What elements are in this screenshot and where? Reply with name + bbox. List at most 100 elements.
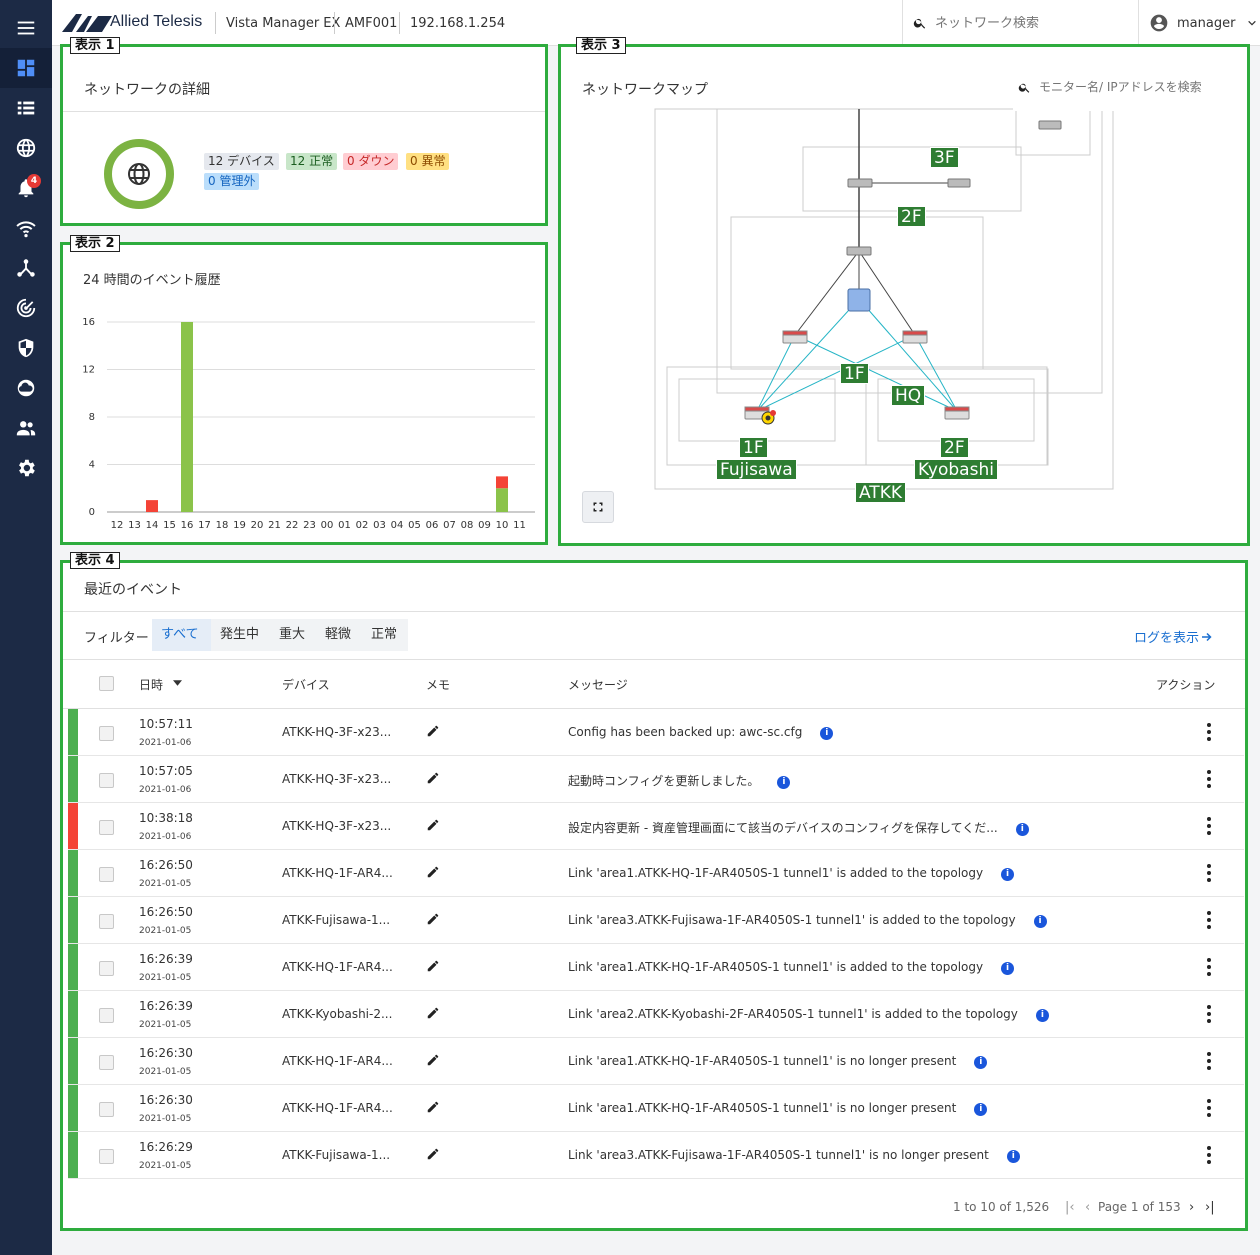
prev-page-icon[interactable]: ‹ bbox=[1085, 1200, 1091, 1215]
map-search-input[interactable] bbox=[1039, 80, 1211, 94]
tab-minor[interactable]: 軽微 bbox=[316, 619, 362, 651]
table-row[interactable]: 16:26:29 2021-01-05 ATKK-Fujisawa-1... Link… bbox=[68, 1132, 1244, 1179]
map-tag-kyobashi[interactable]: Kyobashi bbox=[914, 459, 998, 480]
bar[interactable] bbox=[146, 500, 158, 512]
event-device[interactable]: ATKK-Kyobashi-2... bbox=[282, 1007, 393, 1021]
event-device[interactable]: ATKK-Fujisawa-1... bbox=[282, 913, 391, 927]
row-checkbox[interactable] bbox=[99, 773, 114, 788]
fullscreen-button[interactable] bbox=[582, 491, 614, 523]
row-checkbox[interactable] bbox=[99, 867, 114, 882]
map-tag-2f[interactable]: 2F bbox=[897, 206, 926, 227]
last-page-icon[interactable]: ›| bbox=[1205, 1200, 1215, 1215]
info-icon[interactable]: i bbox=[974, 1056, 988, 1069]
user-menu[interactable]: manager bbox=[1138, 0, 1260, 46]
row-actions-icon[interactable] bbox=[1206, 1052, 1212, 1072]
info-icon[interactable]: i bbox=[1001, 868, 1015, 881]
dashboard-icon[interactable] bbox=[0, 48, 52, 88]
info-icon[interactable]: i bbox=[1033, 915, 1047, 928]
map-tag-hq[interactable]: HQ bbox=[891, 385, 926, 406]
row-actions-icon[interactable] bbox=[1206, 911, 1212, 931]
cloud-icon[interactable] bbox=[0, 368, 52, 408]
table-row[interactable]: 16:26:30 2021-01-05 ATKK-HQ-1F-AR4... Link … bbox=[68, 1085, 1244, 1132]
table-row[interactable]: 16:26:30 2021-01-05 ATKK-HQ-1F-AR4... Link … bbox=[68, 1038, 1244, 1085]
list-icon[interactable] bbox=[0, 88, 52, 128]
event-device[interactable]: ATKK-HQ-1F-AR4... bbox=[282, 1101, 393, 1115]
topology-icon[interactable] bbox=[0, 248, 52, 288]
edit-memo-icon[interactable] bbox=[426, 771, 440, 785]
edit-memo-icon[interactable] bbox=[426, 1006, 440, 1020]
down-chip[interactable]: 0 ダウン bbox=[343, 153, 399, 170]
edit-memo-icon[interactable] bbox=[426, 959, 440, 973]
row-checkbox[interactable] bbox=[99, 914, 114, 929]
network-search-input[interactable] bbox=[935, 15, 1125, 31]
event-device[interactable]: ATKK-HQ-3F-x23... bbox=[282, 819, 392, 833]
edit-memo-icon[interactable] bbox=[426, 912, 440, 926]
next-page-icon[interactable]: › bbox=[1189, 1200, 1195, 1215]
select-all-checkbox[interactable] bbox=[99, 676, 114, 691]
col-message[interactable]: メッセージ bbox=[568, 678, 628, 692]
row-checkbox[interactable] bbox=[99, 1008, 114, 1023]
map-tag-fujisawa-floor[interactable]: 1F bbox=[739, 437, 768, 458]
edit-memo-icon[interactable] bbox=[426, 1053, 440, 1067]
row-checkbox[interactable] bbox=[99, 820, 114, 835]
menu-icon[interactable] bbox=[0, 8, 52, 48]
edit-memo-icon[interactable] bbox=[426, 865, 440, 879]
info-icon[interactable]: i bbox=[1006, 1150, 1020, 1163]
first-page-icon[interactable]: |‹ bbox=[1065, 1200, 1075, 1215]
info-icon[interactable]: i bbox=[1035, 1009, 1049, 1022]
tab-active[interactable]: 発生中 bbox=[211, 619, 270, 651]
gear-icon[interactable] bbox=[0, 448, 52, 488]
edit-memo-icon[interactable] bbox=[426, 1147, 440, 1161]
info-icon[interactable]: i bbox=[1015, 823, 1029, 836]
wifi-icon[interactable] bbox=[0, 208, 52, 248]
tab-critical[interactable]: 重大 bbox=[270, 619, 316, 651]
event-device[interactable]: ATKK-HQ-1F-AR4... bbox=[282, 866, 393, 880]
table-row[interactable]: 10:57:11 2021-01-06 ATKK-HQ-3F-x23... Confi… bbox=[68, 709, 1244, 756]
radar-icon[interactable] bbox=[0, 288, 52, 328]
map-tag-kyobashi-floor[interactable]: 2F bbox=[940, 437, 969, 458]
row-actions-icon[interactable] bbox=[1206, 770, 1212, 790]
row-actions-icon[interactable] bbox=[1206, 817, 1212, 837]
row-actions-icon[interactable] bbox=[1206, 958, 1212, 978]
tab-normal[interactable]: 正常 bbox=[362, 619, 408, 651]
row-actions-icon[interactable] bbox=[1206, 1099, 1212, 1119]
bell-icon[interactable]: 4 bbox=[0, 168, 52, 208]
map-tag-fujisawa[interactable]: Fujisawa bbox=[716, 459, 797, 480]
row-actions-icon[interactable] bbox=[1206, 723, 1212, 743]
map-tag-3f[interactable]: 3F bbox=[930, 147, 959, 168]
table-row[interactable]: 16:26:39 2021-01-05 ATKK-HQ-1F-AR4... Link … bbox=[68, 944, 1244, 991]
edit-memo-icon[interactable] bbox=[426, 1100, 440, 1114]
info-icon[interactable]: i bbox=[820, 727, 834, 740]
event-device[interactable]: ATKK-HQ-3F-x23... bbox=[282, 725, 392, 739]
row-checkbox[interactable] bbox=[99, 1102, 114, 1117]
map-tag-1f[interactable]: 1F bbox=[840, 363, 869, 384]
table-row[interactable]: 10:38:18 2021-01-06 ATKK-HQ-3F-x23... 設定内容更… bbox=[68, 803, 1244, 850]
row-actions-icon[interactable] bbox=[1206, 1005, 1212, 1025]
event-device[interactable]: ATKK-HQ-1F-AR4... bbox=[282, 1054, 393, 1068]
table-row[interactable]: 16:26:50 2021-01-05 ATKK-Fujisawa-1... Link… bbox=[68, 897, 1244, 944]
users-icon[interactable] bbox=[0, 408, 52, 448]
edit-memo-icon[interactable] bbox=[426, 818, 440, 832]
normal-chip[interactable]: 12 正常 bbox=[286, 153, 338, 170]
info-icon[interactable]: i bbox=[1001, 962, 1015, 975]
event-device[interactable]: ATKK-HQ-3F-x23... bbox=[282, 772, 392, 786]
globe-icon[interactable] bbox=[0, 128, 52, 168]
shield-icon[interactable] bbox=[0, 328, 52, 368]
bar[interactable] bbox=[496, 476, 508, 489]
sort-down-icon[interactable] bbox=[173, 680, 182, 686]
abnormal-chip[interactable]: 0 異常 bbox=[406, 153, 450, 170]
unmanaged-chip[interactable]: 0 管理外 bbox=[204, 173, 260, 190]
table-row[interactable]: 16:26:50 2021-01-05 ATKK-HQ-1F-AR4... Link … bbox=[68, 850, 1244, 897]
table-row[interactable]: 10:57:05 2021-01-06 ATKK-HQ-3F-x23... 起動時コン… bbox=[68, 756, 1244, 803]
devices-chip[interactable]: 12 デバイス bbox=[204, 153, 279, 170]
row-checkbox[interactable] bbox=[99, 726, 114, 741]
table-row[interactable]: 16:26:39 2021-01-05 ATKK-Kyobashi-2... Link… bbox=[68, 991, 1244, 1038]
row-checkbox[interactable] bbox=[99, 1149, 114, 1164]
row-checkbox[interactable] bbox=[99, 1055, 114, 1070]
bar[interactable] bbox=[181, 322, 193, 512]
map-tag-atkk[interactable]: ATKK bbox=[855, 482, 906, 503]
bar[interactable] bbox=[496, 488, 508, 512]
tab-all[interactable]: すべて bbox=[152, 619, 211, 651]
col-device[interactable]: デバイス bbox=[282, 678, 330, 692]
col-datetime[interactable]: 日時 bbox=[139, 678, 164, 692]
